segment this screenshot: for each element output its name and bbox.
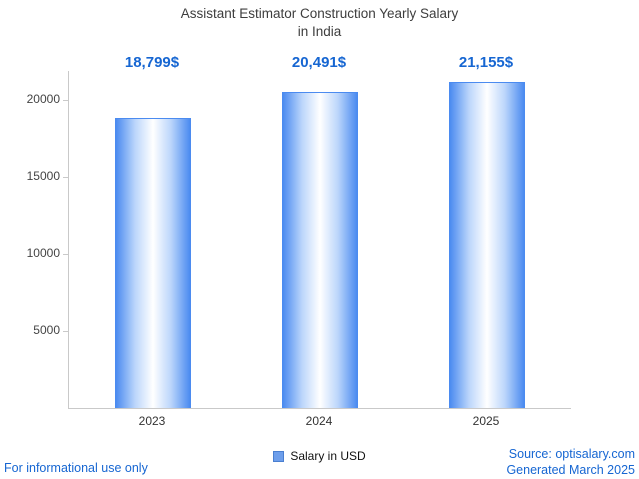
- legend-swatch-icon: [273, 450, 285, 462]
- y-tick-label-15000: 15000: [26, 169, 60, 183]
- source-info: Source: optisalary.com Generated March 2…: [506, 447, 635, 478]
- x-tick-label-2023: 2023: [138, 414, 166, 428]
- chart-title: Assistant Estimator Construction Yearly …: [180, 6, 459, 40]
- bar-2025: [449, 82, 525, 408]
- bar-2024: [282, 92, 358, 408]
- value-label-2025: 21,155$: [458, 54, 514, 71]
- x-tick-label-2025: 2025: [472, 414, 500, 428]
- bar-2023: [115, 118, 191, 408]
- y-tick-mark: [63, 100, 68, 101]
- y-tick-label-10000: 10000: [26, 246, 60, 260]
- legend: Salary in USD: [0, 449, 639, 463]
- x-tick-label-2024: 2024: [305, 414, 333, 428]
- y-tick-mark: [63, 177, 68, 178]
- value-label-2024: 20,491$: [291, 54, 347, 71]
- y-tick-mark: [63, 331, 68, 332]
- legend-label: Salary in USD: [290, 449, 366, 463]
- y-tick-label-20000: 20000: [26, 92, 60, 106]
- source-link[interactable]: Source: optisalary.com: [508, 447, 635, 461]
- disclaimer-text: For informational use only: [4, 461, 148, 475]
- plot-area: [68, 71, 571, 409]
- generated-date: Generated March 2025: [506, 462, 635, 477]
- y-tick-mark: [63, 254, 68, 255]
- value-label-2023: 18,799$: [124, 54, 180, 71]
- y-tick-label-5000: 5000: [33, 323, 60, 337]
